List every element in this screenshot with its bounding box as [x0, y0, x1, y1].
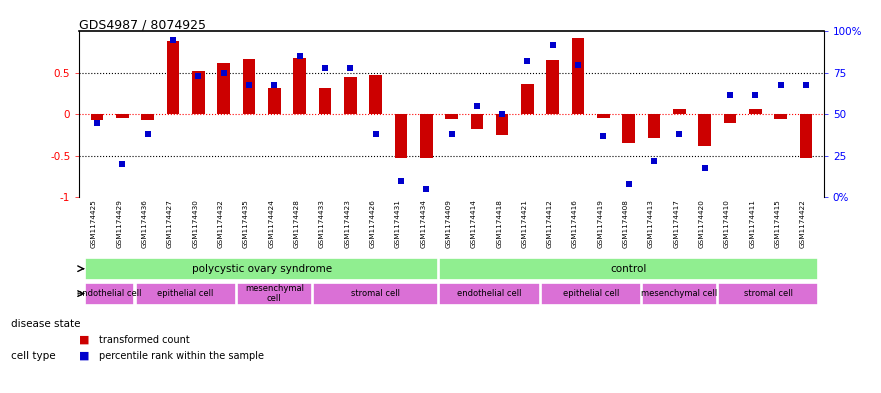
Bar	[496, 114, 508, 135]
Bar	[369, 75, 381, 114]
Point	[723, 92, 737, 98]
Bar	[85, 283, 135, 305]
Text: mesenchymal cell: mesenchymal cell	[641, 289, 717, 298]
Bar	[800, 114, 812, 158]
Point	[774, 81, 788, 88]
Bar	[642, 283, 717, 305]
Bar	[218, 63, 230, 114]
Text: epithelial cell: epithelial cell	[563, 289, 619, 298]
Bar	[718, 283, 818, 305]
Text: mesenchymal
cell: mesenchymal cell	[245, 284, 304, 303]
Point	[571, 61, 585, 68]
Bar	[522, 84, 534, 114]
Point	[292, 53, 307, 59]
Bar	[774, 114, 787, 119]
Bar	[237, 283, 312, 305]
Text: control: control	[611, 264, 647, 274]
Bar	[440, 283, 540, 305]
Bar	[136, 283, 236, 305]
Point	[368, 131, 382, 138]
Bar	[141, 114, 154, 120]
Point	[267, 81, 281, 88]
Bar	[445, 114, 458, 119]
Bar	[440, 258, 818, 280]
Bar	[572, 38, 584, 114]
Bar	[167, 41, 180, 114]
Bar	[85, 258, 439, 280]
Text: GDS4987 / 8074925: GDS4987 / 8074925	[79, 18, 206, 31]
Bar	[723, 114, 737, 123]
Bar	[116, 114, 129, 118]
Text: stromal cell: stromal cell	[351, 289, 400, 298]
Text: endothelial cell: endothelial cell	[78, 289, 142, 298]
Bar	[91, 114, 103, 120]
Bar	[648, 114, 661, 138]
Point	[344, 65, 358, 71]
Bar	[597, 114, 610, 118]
Point	[672, 131, 686, 138]
Text: epithelial cell: epithelial cell	[158, 289, 214, 298]
Bar	[546, 61, 559, 114]
Bar	[420, 114, 433, 158]
Point	[521, 58, 535, 64]
Bar	[192, 71, 204, 114]
Point	[445, 131, 459, 138]
Point	[698, 164, 712, 171]
Bar	[699, 114, 711, 146]
Point	[596, 133, 611, 139]
Point	[166, 37, 180, 43]
Bar	[242, 59, 255, 114]
Point	[141, 131, 155, 138]
Bar	[395, 114, 407, 158]
Text: endothelial cell: endothelial cell	[457, 289, 522, 298]
Bar	[749, 110, 762, 114]
Point	[470, 103, 484, 109]
Point	[318, 65, 332, 71]
Point	[647, 158, 661, 164]
Point	[115, 161, 130, 167]
Point	[495, 111, 509, 118]
Bar	[344, 77, 357, 114]
Point	[622, 181, 636, 187]
Text: stromal cell: stromal cell	[744, 289, 793, 298]
Bar	[293, 58, 306, 114]
Text: percentile rank within the sample: percentile rank within the sample	[99, 351, 263, 361]
Bar	[541, 283, 640, 305]
Text: cell type: cell type	[11, 351, 56, 361]
Bar	[623, 114, 635, 143]
Point	[799, 81, 813, 88]
Point	[217, 70, 231, 76]
Text: transformed count: transformed count	[99, 335, 189, 345]
Bar	[313, 283, 439, 305]
Point	[242, 81, 256, 88]
Point	[545, 42, 559, 48]
Bar	[268, 88, 280, 114]
Text: ■: ■	[79, 351, 90, 361]
Point	[419, 186, 433, 192]
Point	[394, 178, 408, 184]
Text: disease state: disease state	[11, 319, 80, 329]
Text: polycystic ovary syndrome: polycystic ovary syndrome	[191, 264, 331, 274]
Text: ■: ■	[79, 335, 90, 345]
Point	[748, 92, 762, 98]
Bar	[673, 108, 685, 114]
Point	[191, 73, 205, 79]
Point	[90, 119, 104, 126]
Bar	[319, 88, 331, 114]
Bar	[470, 114, 483, 129]
